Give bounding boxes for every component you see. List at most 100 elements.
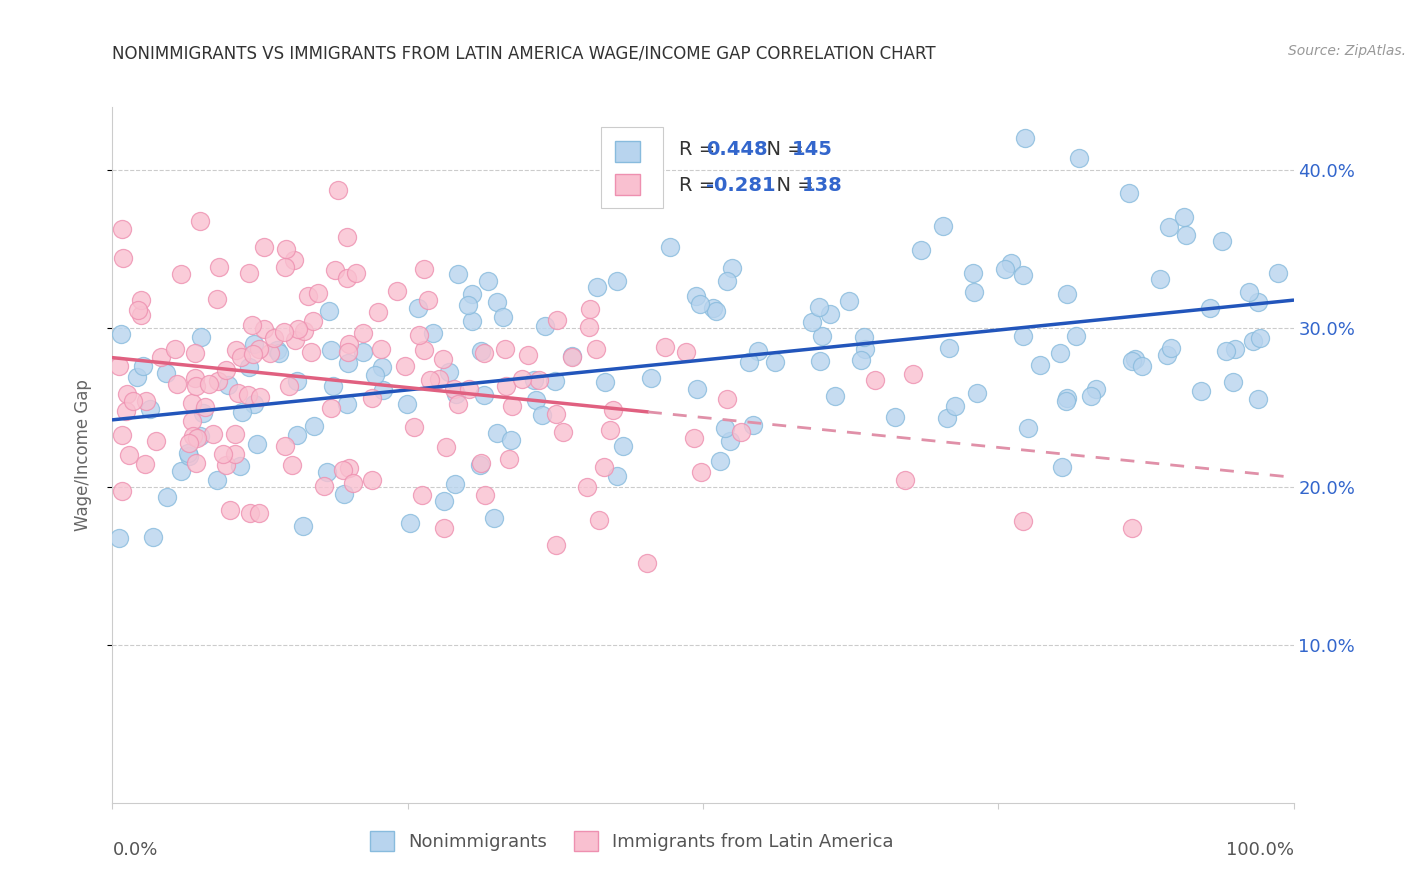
Point: [457, 298, 479, 312]
Point: [659, 240, 682, 254]
Text: R =: R =: [679, 140, 721, 160]
Point: [198, 376, 221, 391]
Point: [274, 242, 297, 256]
Point: [281, 458, 304, 472]
Point: [943, 399, 966, 413]
Point: [702, 301, 724, 315]
Text: NONIMMIGRANTS VS IMMIGRANTS FROM LATIN AMERICA WAGE/INCOME GAP CORRELATION CHART: NONIMMIGRANTS VS IMMIGRANTS FROM LATIN A…: [112, 45, 936, 62]
Point: [186, 431, 208, 445]
Point: [606, 274, 628, 288]
Point: [494, 343, 516, 357]
Point: [1080, 389, 1102, 403]
Point: [247, 506, 270, 520]
Point: [1237, 285, 1260, 300]
Point: [156, 490, 179, 504]
Point: [236, 388, 259, 402]
Point: [640, 371, 662, 385]
Point: [111, 222, 134, 236]
Point: [446, 267, 468, 281]
Point: [318, 304, 340, 318]
Point: [593, 459, 616, 474]
Point: [683, 431, 706, 445]
Point: [1121, 354, 1143, 368]
Point: [129, 293, 152, 308]
Point: [285, 428, 308, 442]
Point: [482, 511, 505, 525]
Point: [412, 343, 434, 357]
Point: [553, 425, 575, 439]
Text: 138: 138: [801, 176, 842, 195]
Point: [853, 330, 876, 344]
Point: [962, 266, 984, 280]
Point: [1064, 329, 1087, 343]
Point: [517, 348, 540, 362]
Point: [307, 285, 329, 300]
Point: [299, 344, 322, 359]
Point: [1050, 459, 1073, 474]
Y-axis label: Wage/Income Gap: Wage/Income Gap: [73, 379, 91, 531]
Point: [217, 377, 239, 392]
Point: [412, 261, 434, 276]
Point: [202, 427, 225, 442]
Point: [314, 479, 336, 493]
Point: [855, 343, 877, 357]
Point: [337, 356, 360, 370]
Point: [277, 379, 299, 393]
Point: [485, 294, 508, 309]
Point: [578, 320, 600, 334]
Point: [807, 300, 830, 314]
Text: R =: R =: [679, 176, 721, 195]
Point: [131, 308, 153, 322]
Point: [239, 506, 262, 520]
Point: [472, 387, 495, 401]
Point: [274, 439, 297, 453]
Point: [527, 373, 550, 387]
Point: [1118, 186, 1140, 200]
Point: [838, 293, 860, 308]
Point: [1011, 514, 1033, 528]
Point: [1249, 331, 1271, 345]
Point: [370, 359, 392, 374]
Point: [443, 382, 465, 396]
Point: [432, 351, 454, 366]
Point: [654, 340, 676, 354]
Point: [457, 383, 479, 397]
Point: [1130, 359, 1153, 374]
Text: 0.448: 0.448: [706, 140, 768, 160]
Point: [287, 322, 309, 336]
Point: [138, 402, 160, 417]
Point: [371, 383, 394, 397]
Point: [932, 219, 955, 233]
Point: [1246, 294, 1268, 309]
Point: [495, 379, 517, 393]
Point: [243, 336, 266, 351]
Point: [544, 375, 567, 389]
Point: [229, 350, 252, 364]
Point: [492, 310, 515, 325]
Point: [111, 251, 134, 265]
Point: [238, 266, 260, 280]
Point: [1267, 266, 1289, 280]
Point: [336, 271, 359, 285]
Point: [433, 521, 456, 535]
Point: [190, 330, 212, 344]
Point: [332, 463, 354, 477]
Point: [194, 400, 217, 414]
Point: [342, 475, 364, 490]
Point: [184, 346, 207, 360]
Point: [1175, 227, 1198, 242]
Point: [145, 434, 167, 448]
Point: [1049, 346, 1071, 360]
Point: [685, 288, 707, 302]
Point: [121, 393, 143, 408]
Point: [110, 327, 132, 342]
Point: [211, 447, 233, 461]
Point: [747, 343, 769, 358]
Point: [364, 368, 387, 383]
Point: [418, 373, 440, 387]
Point: [434, 440, 457, 454]
Point: [267, 346, 290, 360]
Point: [181, 414, 204, 428]
Point: [1222, 376, 1244, 390]
Text: Source: ZipAtlas.com: Source: ZipAtlas.com: [1288, 45, 1406, 58]
